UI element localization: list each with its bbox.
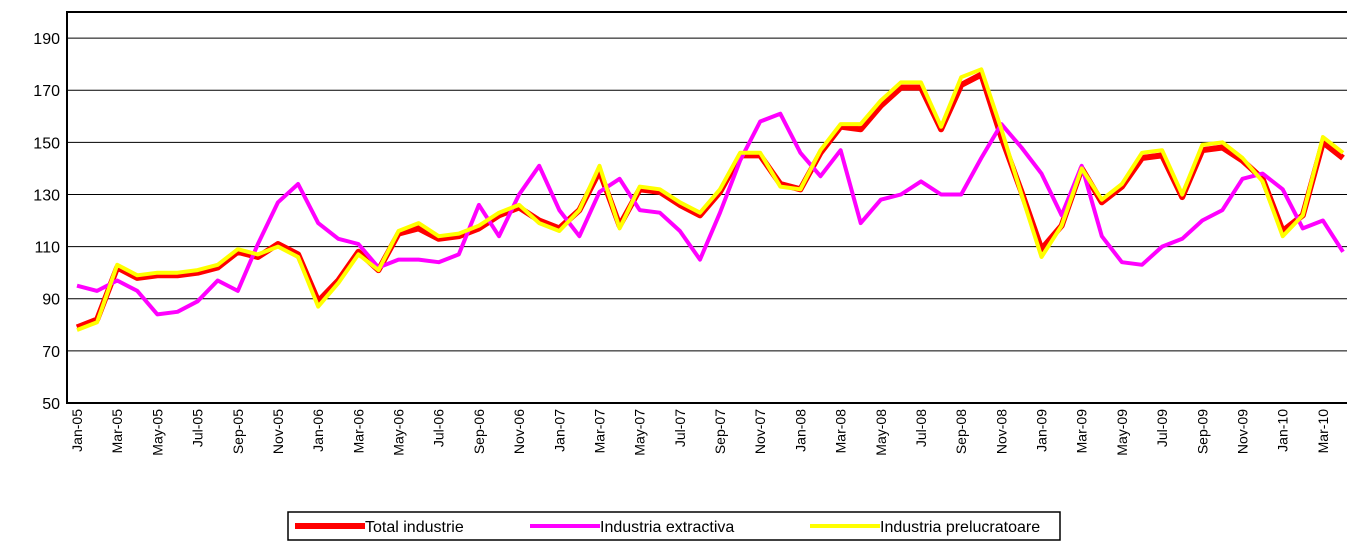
series-line (76, 67, 1345, 332)
y-tick-label: 190 (33, 31, 60, 48)
plot-frame (66, 11, 1347, 404)
x-tick-label: Jul-06 (431, 409, 447, 447)
x-tick-label: Mar-08 (833, 409, 849, 454)
x-tick-label: Nov-07 (752, 409, 768, 454)
x-tick-label: Sep-07 (712, 409, 728, 454)
x-tick-label: Jul-05 (190, 409, 206, 447)
x-tick-label: Sep-06 (471, 409, 487, 454)
x-tick-label: Nov-08 (993, 409, 1009, 454)
x-tick-label: Sep-08 (953, 409, 969, 454)
x-tick-label: Jul-07 (672, 409, 688, 447)
series-line (76, 111, 1345, 317)
x-tick-label: May-09 (1114, 409, 1130, 456)
x-tick-label: Mar-07 (591, 409, 607, 454)
legend-label: Industria prelucratoare (880, 519, 1040, 536)
y-tick-label: 70 (42, 344, 60, 361)
y-tick-label: 110 (34, 240, 60, 257)
legend-box (287, 511, 1061, 541)
x-tick-label: Sep-09 (1194, 409, 1210, 454)
x-tick-label: Jan-08 (792, 409, 808, 452)
x-tick-label: May-08 (873, 409, 889, 456)
x-tick-label: May-05 (149, 409, 165, 456)
legend-label: Industria extractiva (600, 519, 734, 536)
x-tick-label: Jan-10 (1275, 409, 1291, 452)
x-tick-label: Nov-06 (511, 409, 527, 454)
x-tick-label: Jan-05 (69, 409, 85, 452)
x-tick-label: Jan-06 (310, 409, 326, 452)
x-tick-label: May-07 (632, 409, 648, 456)
x-tick-label: Sep-05 (230, 409, 246, 454)
x-tick-label: Mar-05 (109, 409, 125, 454)
x-tick-label: Mar-06 (350, 409, 366, 454)
y-tick-label: 170 (33, 83, 60, 100)
y-tick-label: 90 (42, 292, 60, 309)
x-tick-label: Jan-07 (551, 409, 567, 452)
x-tick-label: Jul-08 (913, 409, 929, 447)
x-tick-label: Jul-09 (1154, 409, 1170, 447)
x-tick-label: Nov-05 (270, 409, 286, 454)
x-tick-label: Jan-09 (1034, 409, 1050, 452)
x-tick-label: May-06 (391, 409, 407, 456)
x-tick-label: Mar-10 (1315, 409, 1331, 454)
legend-label: Total industrie (365, 519, 464, 536)
x-tick-label: Mar-09 (1074, 409, 1090, 454)
y-tick-label: 150 (33, 135, 60, 152)
y-tick-label: 130 (33, 187, 60, 204)
y-tick-label: 50 (42, 396, 60, 413)
x-tick-label: Nov-09 (1234, 409, 1250, 454)
